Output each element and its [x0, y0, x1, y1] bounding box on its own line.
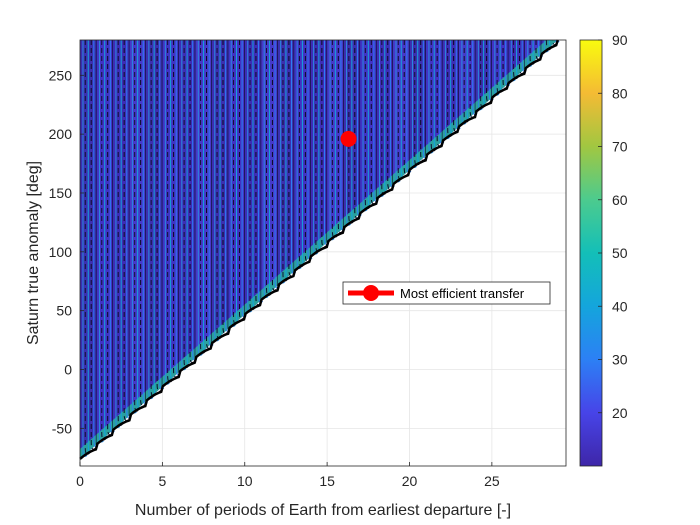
boundary-line: [79, 39, 559, 460]
most-efficient-transfer-marker: [340, 130, 357, 147]
plot-frame: [79, 39, 567, 467]
colorbar-tick-label: 20: [612, 405, 628, 421]
x-tick-label: 20: [402, 473, 418, 489]
contour-line: [206, 40, 211, 349]
legend-marker: [363, 285, 379, 301]
colorbar-tick-label: 70: [612, 139, 628, 155]
y-tick-label: 50: [56, 303, 72, 319]
x-axis-ticks: 0 5 10 15 20 25: [76, 462, 500, 489]
legend: Most efficient transfer: [342, 281, 551, 305]
contour-line: [123, 40, 129, 421]
contour-line: [387, 40, 393, 190]
colorbar-tick-label: 90: [612, 32, 628, 48]
contour-line: [304, 40, 310, 262]
legend-box: [342, 281, 551, 305]
legend-entry-label: Most efficient transfer: [400, 286, 525, 301]
y-tick-label: 100: [49, 244, 73, 260]
contour-line: [535, 40, 541, 60]
contour-line: [370, 40, 376, 205]
x-tick-label: 5: [158, 473, 166, 489]
y-tick-label: 0: [64, 362, 72, 378]
contour-line: [469, 40, 475, 118]
colorbar: 20 30 40 50 60 70 80 90: [579, 32, 628, 467]
contour-line: [453, 40, 459, 132]
y-tick-label: 200: [49, 126, 73, 142]
contour-line: [222, 40, 228, 335]
colorbar-tick-label: 60: [612, 192, 628, 208]
y-tick-label: 250: [49, 67, 73, 83]
colorbar-tick-label: 30: [612, 352, 628, 368]
y-axis-label: Saturn true anomaly [deg]: [25, 161, 42, 345]
y-axis-ticks: -50 0 50 100 150 200 250: [49, 67, 84, 436]
colorbar-ticks: 20 30 40 50 60 70 80 90: [598, 32, 628, 421]
x-tick-label: 10: [237, 473, 253, 489]
y-tick-label: 150: [49, 185, 73, 201]
x-tick-label: 0: [76, 473, 84, 489]
y-tick-label: -50: [52, 420, 72, 436]
x-tick-label: 15: [319, 473, 335, 489]
colorbar-tick-label: 40: [612, 298, 628, 314]
contour-line: [288, 40, 294, 277]
x-tick-label: 25: [484, 473, 500, 489]
colorbar-tick-label: 80: [612, 85, 628, 101]
colorbar-tick-label: 50: [612, 245, 628, 261]
x-axis-label: Number of periods of Earth from earliest…: [135, 502, 511, 519]
